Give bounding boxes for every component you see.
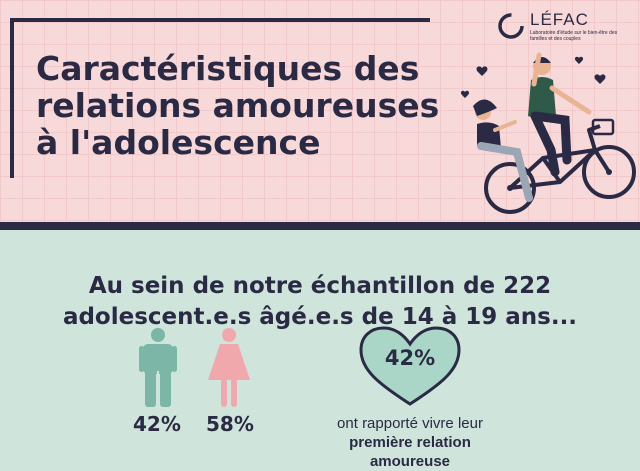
boy-torso — [528, 77, 556, 119]
section-divider — [0, 222, 640, 230]
girl-legs — [477, 142, 533, 202]
male-percentage: 42% — [133, 412, 181, 436]
page-title: Caractéristiques des relations amoureuse… — [36, 49, 440, 162]
heart-icon — [594, 74, 606, 84]
heart-icon — [476, 66, 488, 76]
heart-icon — [460, 90, 470, 98]
basket — [591, 118, 615, 136]
female-percentage: 58% — [206, 412, 254, 436]
caption-emphasis: première relation — [349, 434, 471, 451]
header-left-rule — [10, 18, 14, 178]
heart-percentage: 42% — [384, 346, 436, 370]
rear-wheel — [484, 162, 536, 214]
lefac-logo: LÉFAC Laboratoire d'étude sur le bien-êt… — [497, 10, 627, 50]
heart-icon — [359, 326, 461, 406]
boy-legs — [530, 111, 572, 177]
section-heading: Au sein de notre échantillon de 222 adol… — [62, 273, 578, 331]
female-icon — [208, 328, 250, 407]
logo-ring-icon — [498, 13, 524, 39]
couple-bicycle-illustration — [460, 52, 636, 214]
logo-name: LÉFAC — [530, 10, 589, 29]
logo-subtitle: Laboratoire d'étude sur le bien-être des… — [530, 30, 618, 42]
heart-icon — [574, 56, 584, 64]
header-top-rule — [10, 18, 430, 22]
male-icon — [139, 328, 177, 407]
caption-line: ont rapporté vivre leur — [337, 415, 483, 432]
relationship-caption: ont rapporté vivre leur première relatio… — [308, 414, 512, 471]
front-wheel — [582, 145, 636, 199]
